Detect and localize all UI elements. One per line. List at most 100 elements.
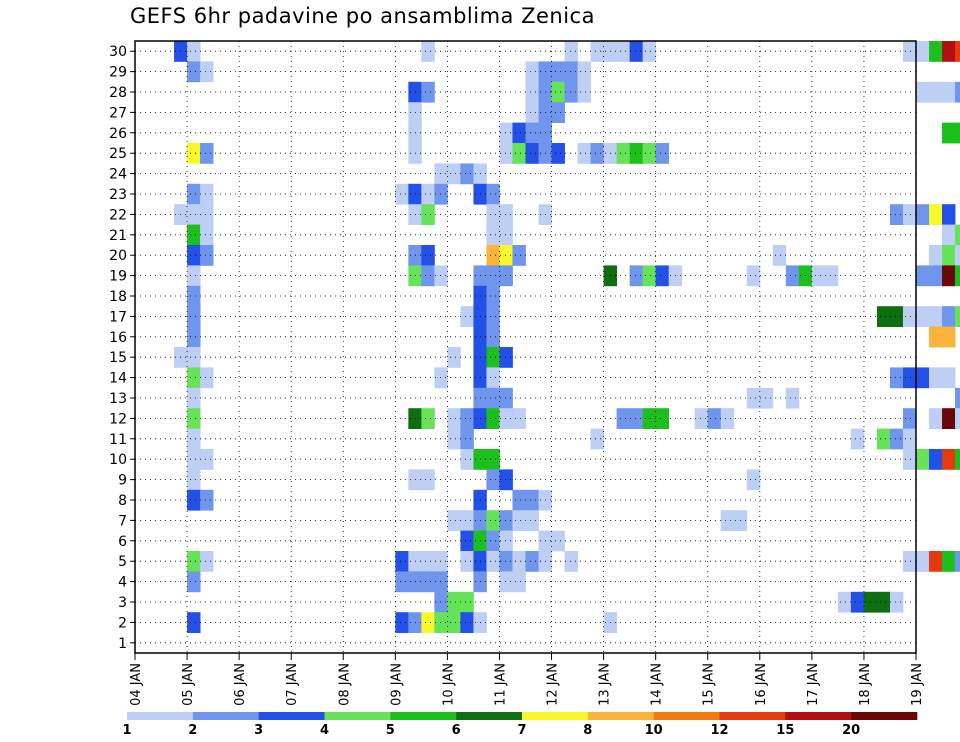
- heatmap-cell: [187, 428, 201, 450]
- heatmap-cell: [902, 449, 917, 470]
- heatmap-cell: [785, 387, 800, 409]
- heatmap-cell: [447, 347, 461, 368]
- heatmap-cell: [460, 428, 474, 450]
- y-tick-label: 29: [109, 65, 127, 81]
- y-tick-label: 1: [118, 636, 127, 652]
- heatmap-cell: [460, 551, 474, 572]
- heatmap-cell: [955, 81, 960, 103]
- heatmap-cell: [655, 143, 670, 164]
- heatmap-cell: [929, 41, 943, 62]
- legend-swatch: [653, 712, 720, 720]
- heatmap-cell: [642, 41, 657, 62]
- heatmap-cell: [187, 367, 201, 389]
- heatmap-cell: [564, 551, 578, 572]
- heatmap-cell: [525, 489, 539, 511]
- heatmap-cell: [942, 81, 956, 103]
- heatmap-cell: [902, 428, 917, 450]
- heatmap-cell: [512, 408, 526, 429]
- heatmap-cell: [616, 143, 631, 164]
- y-tick-label: 9: [118, 473, 127, 489]
- heatmap-cell: [551, 530, 565, 552]
- heatmap-cell: [902, 551, 917, 572]
- heatmap-cell: [499, 408, 513, 429]
- heatmap-cell: [876, 591, 891, 613]
- heatmap-cell: [616, 408, 631, 429]
- heatmap-cell: [942, 41, 956, 62]
- legend-swatch: [587, 712, 654, 720]
- heatmap-cell: [512, 510, 526, 531]
- legend-swatch: [192, 712, 259, 720]
- heatmap-cell: [902, 306, 917, 327]
- heatmap-cell: [942, 551, 956, 572]
- heatmap-cell: [590, 143, 604, 164]
- heatmap-cell: [200, 245, 214, 266]
- heatmap-cell: [187, 326, 201, 348]
- y-tick-label: 28: [109, 85, 127, 101]
- heatmap-cell: [889, 306, 904, 327]
- heatmap-cell: [421, 183, 435, 205]
- heatmap-cell: [720, 408, 735, 429]
- legend-swatch: [258, 712, 325, 720]
- heatmap-cell: [499, 551, 513, 572]
- heatmap-cell: [486, 265, 500, 287]
- heatmap-cell: [916, 204, 930, 225]
- heatmap-cell: [421, 612, 435, 633]
- heatmap-cell: [187, 306, 201, 327]
- heatmap-cell: [434, 265, 448, 287]
- heatmap-cell: [187, 387, 201, 409]
- heatmap-cell: [942, 224, 956, 246]
- y-tick-label: 4: [118, 575, 127, 591]
- heatmap-cell: [447, 163, 461, 185]
- heatmap-cell: [746, 387, 761, 409]
- heatmap-cell: [460, 510, 474, 531]
- x-tick-label: 13 JAN: [598, 663, 613, 706]
- heatmap-cell: [889, 591, 904, 613]
- legend-swatch: [522, 712, 589, 720]
- heatmap-cell: [486, 510, 500, 531]
- heatmap-cell: [942, 326, 956, 348]
- heatmap-cell: [642, 143, 657, 164]
- heatmap-cell: [434, 591, 448, 613]
- heatmap-cell: [889, 428, 904, 450]
- heatmap-cell: [942, 265, 956, 287]
- heatmap-cell: [525, 81, 539, 103]
- heatmap-cell: [486, 367, 500, 389]
- heatmap-cell: [955, 408, 960, 429]
- heatmap-cell: [434, 551, 448, 572]
- x-tick-label: 05 JAN: [181, 663, 196, 706]
- heatmap-cell: [486, 224, 500, 246]
- y-tick-label: 12: [109, 411, 127, 427]
- heatmap-cell: [499, 510, 513, 531]
- x-tick-label: 17 JAN: [806, 663, 821, 706]
- heatmap-cell: [395, 183, 409, 205]
- heatmap-cell: [785, 265, 800, 287]
- heatmap-cell: [942, 204, 956, 225]
- heatmap-cell: [486, 183, 500, 205]
- heatmap-cell: [460, 591, 474, 613]
- heatmap-cell: [187, 571, 201, 593]
- heatmap-cell: [447, 428, 461, 450]
- grid-lines: [135, 41, 916, 653]
- heatmap-cell: [200, 224, 214, 246]
- legend-label: 12: [710, 723, 728, 738]
- heatmap-cell: [187, 449, 201, 470]
- heatmap-cell: [876, 428, 891, 450]
- heatmap-cell: [551, 143, 565, 164]
- heatmap-cell: [929, 408, 943, 429]
- heatmap-cell: [486, 285, 500, 307]
- legend-label: 8: [583, 723, 592, 738]
- heatmap-cell: [616, 41, 631, 62]
- heatmap-cell: [955, 224, 960, 246]
- legend-swatch: [719, 712, 786, 720]
- heatmap-cell: [525, 143, 539, 164]
- heatmap-cell: [629, 408, 644, 429]
- heatmap-cell: [187, 265, 201, 287]
- heatmap-cell: [200, 183, 214, 205]
- heatmap-cell: [707, 408, 722, 429]
- heatmap-cell: [200, 551, 214, 572]
- heatmap-cell: [187, 245, 201, 266]
- legend-label: 15: [776, 723, 794, 738]
- heatmap-cell: [460, 306, 474, 327]
- x-tick-label: 07 JAN: [285, 663, 300, 706]
